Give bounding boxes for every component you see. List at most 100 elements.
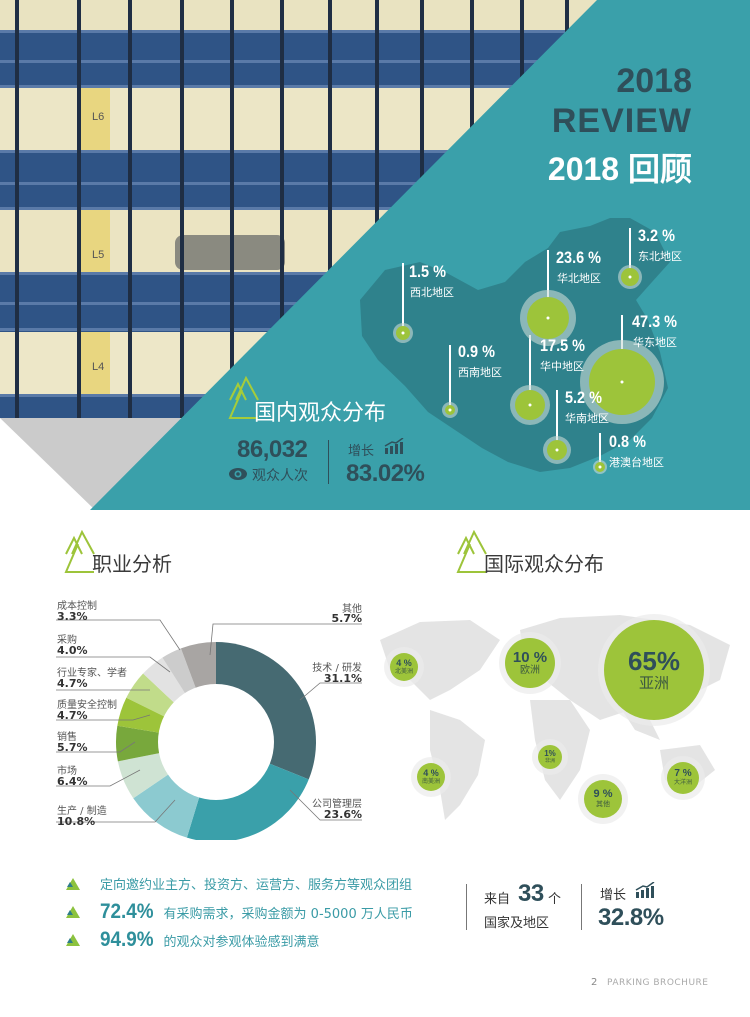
growth-chart-icon	[635, 882, 655, 898]
svg-text:L5: L5	[92, 249, 104, 261]
bullet-text: 的观众对参观体验感到满意	[163, 934, 320, 950]
bubble-na-pct: 4 %	[396, 657, 412, 668]
bubble-other: 9 % 其他	[584, 780, 622, 818]
bullet-item: 72.4% 有采购需求，采购金额为 0-5000 万人民币	[66, 900, 413, 924]
region-east-pct: 47.3 %	[632, 312, 677, 331]
region-northeast-name: 东北地区	[638, 250, 682, 263]
bubble-africa: 1% 非洲	[538, 745, 562, 769]
region-northeast-pct: 3.2 %	[638, 226, 675, 245]
legend-cost-control-name: 成本控制	[57, 601, 97, 612]
legend-rnd-name: 技术 / 研发	[312, 663, 362, 674]
from-label: 来自	[484, 892, 511, 907]
legend-other-name: 其他	[342, 604, 362, 615]
bubble-africa-name: 非洲	[544, 758, 555, 764]
bubble-other-name: 其他	[596, 800, 610, 809]
bubble-other-pct: 9 %	[593, 788, 613, 801]
intl-mid-divider	[581, 884, 582, 930]
intl-growth-label: 增长	[600, 888, 627, 903]
svg-text:L6: L6	[92, 111, 104, 123]
bubble-asia: 65% 亚洲	[604, 620, 704, 720]
region-northwest-pct: 1.5 %	[409, 262, 446, 281]
legend-sales-pct: 5.7%	[57, 741, 88, 754]
domestic-divider	[328, 440, 329, 484]
eye-icon	[229, 468, 247, 480]
bubble-asia-pct: 65%	[627, 646, 681, 676]
svg-text:L4: L4	[92, 361, 104, 373]
bubble-africa-pct: 1%	[544, 749, 556, 758]
bubble-europe: 10 % 欧洲	[505, 638, 555, 688]
legend-cost-control-pct: 3.3%	[57, 610, 88, 623]
mountain-logo-icon	[456, 530, 487, 573]
bubble-europe-pct: 10 %	[512, 648, 548, 666]
bullet-item: 94.9% 的观众对参观体验感到满意	[66, 928, 320, 952]
legend-marketing-name: 市场	[57, 766, 77, 777]
legend-quality-name: 质量安全控制	[57, 700, 117, 711]
intl-left-divider	[466, 884, 467, 930]
mountain-bullet-icon	[66, 934, 80, 946]
domestic-growth-value: 83.02%	[346, 460, 425, 487]
region-hkmotw-name: 港澳台地区	[609, 456, 664, 469]
legend-sales-name: 销售	[57, 732, 77, 743]
bullet-highlight: 72.4%	[100, 900, 154, 923]
legend-quality-pct: 4.7%	[57, 709, 88, 722]
legend-production-name: 生产 / 制造	[57, 806, 107, 817]
legend-management-name: 公司管理层	[312, 799, 362, 810]
bubble-oceania: 7 % 大洋洲	[667, 762, 699, 794]
title-year: 2018	[616, 62, 692, 100]
region-northwest-name: 西北地区	[410, 286, 454, 299]
bubble-asia-name: 亚洲	[638, 674, 669, 692]
occupation-section-title: 职业分析	[92, 552, 172, 576]
mountain-bullet-icon	[66, 877, 80, 890]
region-south-pct: 5.2 %	[565, 388, 602, 407]
region-southwest-name: 西南地区	[458, 366, 502, 379]
region-hkmotw-pct: 0.8 %	[609, 432, 646, 451]
countries-unit: 个	[548, 892, 562, 907]
bubble-europe-name: 欧洲	[520, 664, 540, 676]
bubble-oceania-name: 大洋洲	[673, 779, 692, 787]
occupation-donut-chart	[56, 619, 362, 840]
legend-other-pct: 5.7%	[331, 612, 362, 625]
bubble-na-name: 北美洲	[394, 667, 413, 675]
legend-expert-pct: 4.7%	[57, 677, 88, 690]
bubble-oceania-pct: 7 %	[674, 768, 692, 780]
region-east-name: 华东地区	[633, 336, 677, 349]
intl-growth-value: 32.8%	[598, 904, 664, 931]
region-southwest-pct: 0.9 %	[458, 342, 495, 361]
region-north-name: 华北地区	[557, 272, 601, 285]
legend-marketing-pct: 6.4%	[57, 775, 88, 788]
bubble-sa-pct: 4 %	[423, 767, 439, 778]
legend-purchasing-name: 采购	[57, 635, 77, 646]
domestic-growth-label: 增长	[348, 444, 375, 459]
bullet-text: 有采购需求，采购金额为 0-5000 万人民币	[163, 906, 413, 922]
bullet-text: 定向邀约业主方、投资方、运营方、服务方等观众团组	[100, 878, 413, 893]
bubble-south-america: 4 % 南美洲	[417, 763, 445, 791]
hero-banner: L6 L5 L4	[0, 0, 750, 510]
mountain-bullet-icon	[66, 906, 80, 918]
bullet-highlight: 94.9%	[100, 928, 154, 951]
legend-purchasing-pct: 4.0%	[57, 644, 88, 657]
countries-label: 国家及地区	[484, 916, 550, 931]
visitors-label: 观众人次	[252, 468, 308, 484]
countries-count: 33	[518, 880, 544, 907]
domestic-section-title: 国内观众分布	[254, 401, 387, 426]
bullet-item: 定向邀约业主方、投资方、运营方、服务方等观众团组	[66, 874, 412, 893]
legend-production-pct: 10.8%	[57, 815, 96, 828]
legend-expert-name: 行业专家、学者	[57, 668, 127, 679]
growth-chart-icon	[384, 438, 404, 454]
mountain-logo-icon	[228, 376, 259, 419]
title-chinese: 2018 回顾	[547, 151, 692, 187]
page-number: 2	[591, 977, 598, 988]
region-central-name: 华中地区	[540, 360, 584, 373]
region-north-pct: 23.6 %	[556, 248, 601, 267]
region-central-pct: 17.5 %	[540, 336, 585, 355]
visitors-value: 86,032	[237, 436, 308, 463]
bubble-north-america: 4 % 北美洲	[390, 653, 418, 681]
legend-management-pct: 23.6%	[323, 808, 362, 821]
region-south-name: 华南地区	[565, 412, 609, 425]
legend-rnd-pct: 31.1%	[323, 672, 362, 685]
mountain-logo-icon	[64, 530, 95, 573]
china-bubbles	[393, 228, 664, 474]
international-section-title: 国际观众分布	[484, 552, 604, 576]
title-review: REVIEW	[551, 102, 692, 140]
brochure-label: PARKING BROCHURE	[607, 978, 709, 988]
